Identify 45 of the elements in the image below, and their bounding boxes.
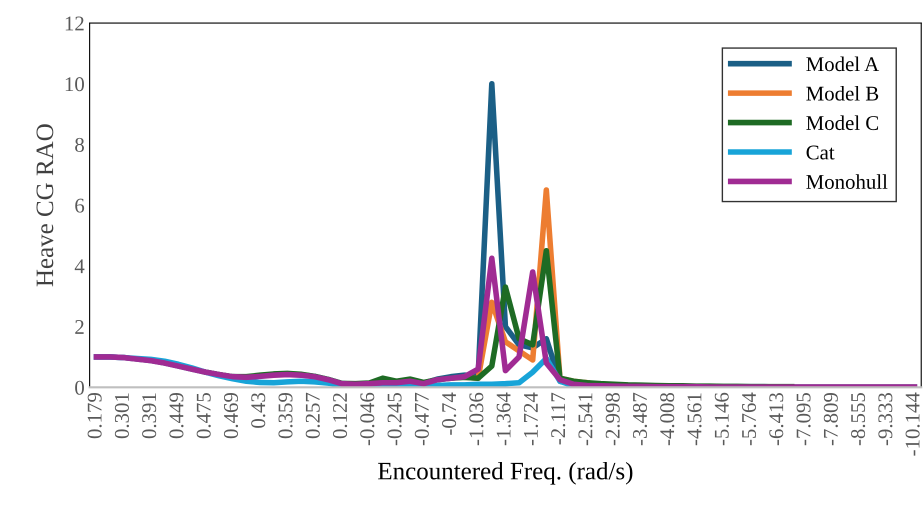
x-tick-label: -7.095 — [796, 392, 811, 446]
x-tick-label: 0.475 — [196, 392, 211, 438]
x-tick-label: -5.146 — [714, 392, 729, 446]
x-axis-title: Encountered Freq. (rad/s) — [378, 462, 632, 485]
x-tick-label: 0.122 — [332, 393, 348, 438]
x-tick-label: -4.008 — [660, 392, 674, 446]
x-tick-label: 0.449 — [169, 393, 184, 438]
x-tick-label: 0.391 — [142, 393, 156, 438]
x-tick-label: -7.809 — [824, 393, 838, 446]
x-tick-label: -5.764 — [742, 392, 756, 446]
y-tick-label: 8 — [75, 138, 84, 152]
y-axis-title: Heave CG RAO — [36, 124, 54, 286]
x-tick-label: -10.144 — [906, 392, 920, 456]
legend-label: Model A — [806, 56, 880, 72]
y-tick-label: 10 — [66, 77, 84, 92]
x-tick-label: 0.257 — [306, 392, 320, 438]
x-tick-label: -2.117 — [551, 392, 566, 444]
legend-label: Model C — [806, 115, 878, 130]
x-tick-label: -6.413 — [769, 392, 784, 446]
x-tick-label: -0.245 — [388, 392, 402, 446]
x-tick-label: -0.046 — [360, 392, 374, 446]
y-tick-label: 12 — [66, 16, 84, 30]
x-tick-label: -3.487 — [632, 392, 648, 446]
x-tick-label: -2.998 — [606, 392, 620, 446]
legend-label: Model B — [806, 86, 878, 101]
x-tick-label: 0.301 — [114, 393, 130, 438]
legend-label: Cat — [806, 146, 835, 160]
x-tick-label: -1.364 — [496, 392, 511, 446]
x-tick-label: 0.469 — [224, 393, 238, 438]
x-tick-label: 0.43 — [251, 392, 266, 428]
y-tick-label: 0 — [75, 380, 84, 395]
x-tick-label: -1.036 — [469, 392, 484, 446]
x-tick-label: -8.555 — [851, 392, 866, 446]
y-tick-label: 2 — [75, 320, 84, 334]
y-tick-label: 6 — [75, 198, 84, 213]
x-tick-label: -0.74 — [442, 392, 456, 435]
y-tick-label: 4 — [74, 259, 84, 274]
x-tick-label: 0.359 — [278, 393, 293, 438]
x-tick-label: 0.179 — [88, 393, 102, 438]
x-tick-label: -4.561 — [688, 393, 702, 446]
x-tick-label: -9.333 — [878, 392, 892, 446]
x-tick-label: -1.724 — [524, 392, 538, 446]
x-tick-label: -2.541 — [578, 393, 593, 446]
x-tick-label: -0.477 — [414, 392, 429, 446]
legend-label: Monohull — [806, 174, 888, 189]
